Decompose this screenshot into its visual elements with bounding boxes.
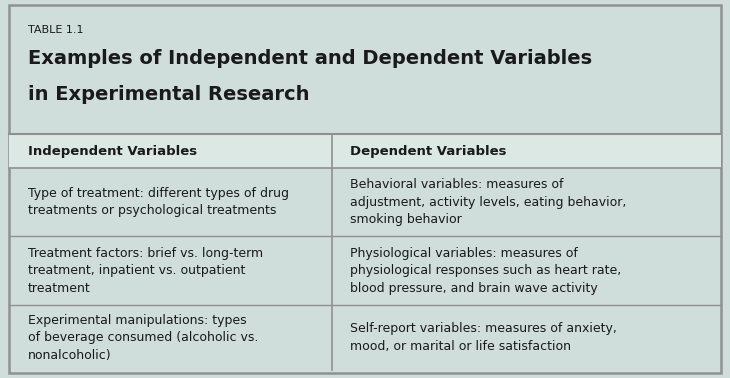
Text: Examples of Independent and Dependent Variables: Examples of Independent and Dependent Va… [28,49,592,68]
Text: Self-report variables: measures of anxiety,
mood, or marital or life satisfactio: Self-report variables: measures of anxie… [350,322,618,353]
Text: Behavioral variables: measures of
adjustment, activity levels, eating behavior,
: Behavioral variables: measures of adjust… [350,178,627,226]
Text: Treatment factors: brief vs. long-term
treatment, inpatient vs. outpatient
treat: Treatment factors: brief vs. long-term t… [28,247,263,294]
Text: Experimental manipulations: types
of beverage consumed (alcoholic vs.
nonalcohol: Experimental manipulations: types of bev… [28,314,258,362]
Text: Type of treatment: different types of drug
treatments or psychological treatment: Type of treatment: different types of dr… [28,187,289,217]
FancyBboxPatch shape [9,5,721,373]
Text: TABLE 1.1: TABLE 1.1 [28,25,83,34]
Text: Independent Variables: Independent Variables [28,145,197,158]
Text: Physiological variables: measures of
physiological responses such as heart rate,: Physiological variables: measures of phy… [350,247,622,294]
FancyBboxPatch shape [9,134,721,168]
Text: Dependent Variables: Dependent Variables [350,145,507,158]
Text: in Experimental Research: in Experimental Research [28,85,310,104]
